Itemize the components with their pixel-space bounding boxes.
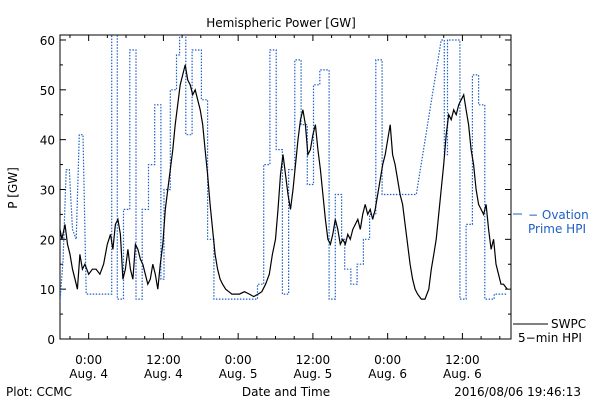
series-line-swpc-hpi <box>60 64 508 300</box>
plot-frame <box>59 34 512 340</box>
legend-ovation-line1: − Ovation <box>528 208 589 222</box>
legend-swpc-line2: 5−min HPI <box>518 331 582 345</box>
chart-title: Hemispheric Power [GW] <box>206 16 356 30</box>
x-tick-time-label: 0:00 <box>225 353 252 367</box>
y-tick-label: 20 <box>40 233 55 247</box>
legend: − Ovation Prime HPI SWPC 5−min HPI <box>513 208 589 345</box>
x-axis-label: Date and Time <box>242 385 330 399</box>
y-tick-label: 10 <box>40 283 55 297</box>
x-tick-time-label: 12:00 <box>445 353 480 367</box>
x-tick-date-label: Aug. 4 <box>144 367 183 381</box>
x-tick-time-label: 12:00 <box>296 353 331 367</box>
x-tick-time-label: 0:00 <box>75 353 102 367</box>
footer-plot-credit: Plot: CCMC <box>6 385 72 399</box>
series-layer <box>60 35 508 302</box>
x-tick-time-label: 12:00 <box>146 353 181 367</box>
y-tick-label: 30 <box>40 183 55 197</box>
x-tick-date-label: Aug. 4 <box>69 367 108 381</box>
y-axis: 0 10 20 30 40 50 60 <box>40 34 511 347</box>
x-tick-date-label: Aug. 6 <box>443 367 482 381</box>
footer-timestamp: 2016/08/06 19:46:13 <box>454 385 581 399</box>
x-tick-date-label: Aug. 6 <box>368 367 407 381</box>
x-tick-date-label: Aug. 5 <box>219 367 258 381</box>
y-tick-label: 60 <box>40 34 55 48</box>
y-tick-label: 40 <box>40 134 55 148</box>
series-line-ovation-prime-hpi <box>60 35 508 302</box>
x-tick-date-label: Aug. 5 <box>294 367 333 381</box>
y-tick-label: 50 <box>40 84 55 98</box>
x-tick-time-label: 0:00 <box>374 353 401 367</box>
legend-swpc-line1: SWPC <box>551 317 586 331</box>
y-tick-label: 0 <box>47 333 55 347</box>
legend-ovation-line2: Prime HPI <box>528 222 586 236</box>
y-axis-label: P [GW] <box>6 167 20 209</box>
